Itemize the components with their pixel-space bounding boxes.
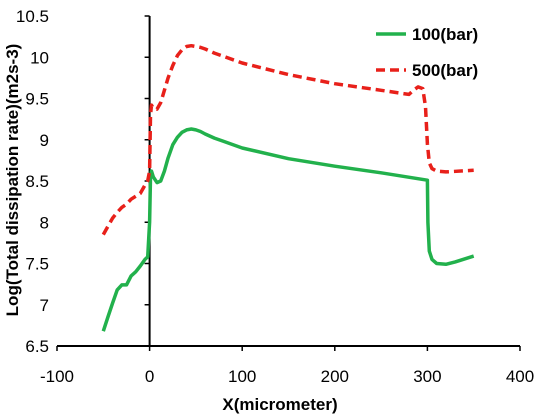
x-axis-title: X(micrometer) [222,395,337,414]
x-axis-ticks: -100 0 100 200 300 400 [40,346,534,386]
x-tick-label: -100 [40,367,74,386]
y-tick-label: 8.5 [25,172,49,191]
legend-label-1: 100(bar) [412,25,478,44]
y-tick-label: 10 [30,48,49,67]
y-tick-label: 7 [40,296,49,315]
series-layer [101,43,475,332]
x-tick-label: 100 [228,367,256,386]
series-line-1 [101,127,475,332]
x-tick-label: 0 [145,367,154,386]
y-tick-label: 6.5 [25,337,49,356]
y-tick-label: 10.5 [16,7,49,26]
y-tick-label: 8 [40,213,49,232]
x-tick-label: 400 [506,367,534,386]
legend: 100(bar) 500(bar) [376,25,478,80]
x-tick-label: 200 [321,367,349,386]
y-tick-label: 9 [40,131,49,150]
legend-label-2: 500(bar) [412,61,478,80]
x-tick-label: 300 [413,367,441,386]
y-axis-ticks: 6.5 7 7.5 8 8.5 9 9.5 10 10.5 [16,7,150,356]
y-tick-label: 7.5 [25,255,49,274]
y-axis-title: Log(Total dissipation rate)(m2s-3) [3,44,22,317]
y-tick-label: 9.5 [25,90,49,109]
